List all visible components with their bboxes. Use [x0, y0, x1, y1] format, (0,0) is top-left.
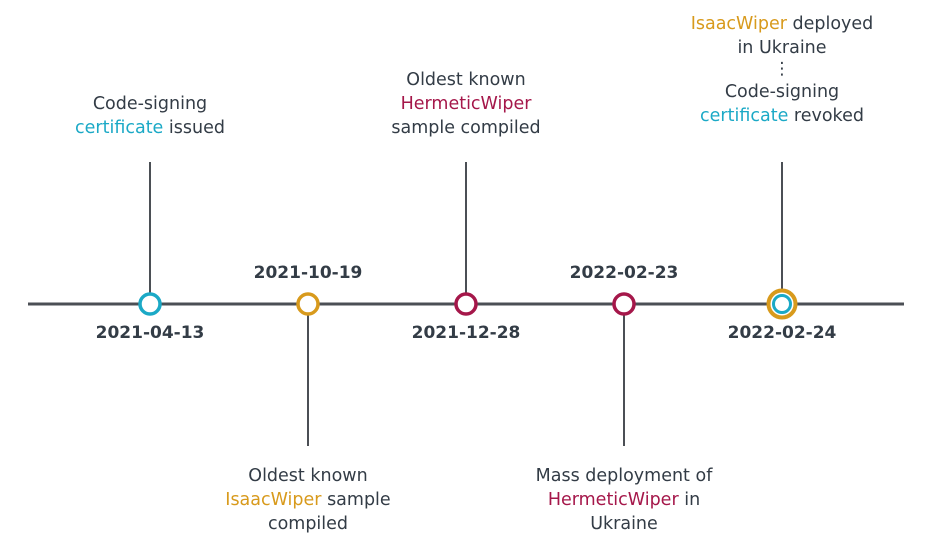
event-3-marker: [454, 292, 478, 316]
event-3-label: Oldest known HermeticWiper sample compil…: [346, 68, 586, 140]
event-5-bottom-line1: Code-signing: [724, 82, 840, 102]
event-3-label-line3: sample compiled: [391, 118, 541, 138]
event-3-date: 2021-12-28: [411, 323, 521, 343]
event-5-separator: ⋮: [773, 59, 791, 79]
event-2-label-line3: compiled: [267, 514, 349, 534]
event-4-marker: [612, 292, 636, 316]
event-2-label: Oldest known IsaacWiper sample compiled: [188, 464, 428, 536]
event-2-label-after: sample: [327, 490, 391, 510]
event-1-highlight: certificate: [75, 118, 164, 138]
event-5-top-highlight: IsaacWiper: [690, 14, 787, 34]
event-2-date: 2021-10-19: [253, 263, 363, 283]
event-4-label: Mass deployment of HermeticWiper in Ukra…: [504, 464, 744, 536]
event-2-marker: [296, 292, 320, 316]
event-4-label-in: in: [684, 490, 701, 510]
event-3-highlight: HermeticWiper: [400, 94, 532, 114]
event-3-label-line2: HermeticWiper: [346, 92, 586, 116]
event-1-date: 2021-04-13: [95, 323, 205, 343]
event-5-top-line1: IsaacWiper deployed: [652, 12, 912, 36]
event-2-highlight: IsaacWiper: [225, 490, 322, 510]
event-5-top-deployed: deployed: [792, 14, 874, 34]
event-1-label-line2: certificate issued: [40, 116, 260, 140]
event-5-bottom-after: revoked: [793, 106, 864, 126]
event-2-label-line2: IsaacWiper sample: [188, 488, 428, 512]
event-5-bottom-line2: certificate revoked: [652, 104, 912, 128]
event-4-label-line3: Ukraine: [590, 514, 658, 534]
event-5-bottom-highlight: certificate: [700, 106, 789, 126]
event-5-label: IsaacWiper deployed in Ukraine ⋮ Code-si…: [652, 12, 912, 128]
event-5-top-line2: in Ukraine: [737, 38, 827, 58]
event-4-label-line2: HermeticWiper in: [504, 488, 744, 512]
event-4-label-line1: Mass deployment of: [535, 466, 713, 486]
event-5-date: 2022-02-24: [727, 323, 837, 343]
event-5-marker-inner: [772, 294, 792, 314]
event-1-marker: [138, 292, 162, 316]
event-4-highlight: HermeticWiper: [547, 490, 679, 510]
event-2-label-line1: Oldest known: [248, 466, 368, 486]
event-4-date: 2022-02-23: [569, 263, 679, 283]
event-1-label-line1: Code-signing: [92, 94, 208, 114]
event-3-label-line1: Oldest known: [406, 70, 526, 90]
event-1-label-after: issued: [168, 118, 225, 138]
event-1-label: Code-signing certificate issued: [40, 92, 260, 140]
